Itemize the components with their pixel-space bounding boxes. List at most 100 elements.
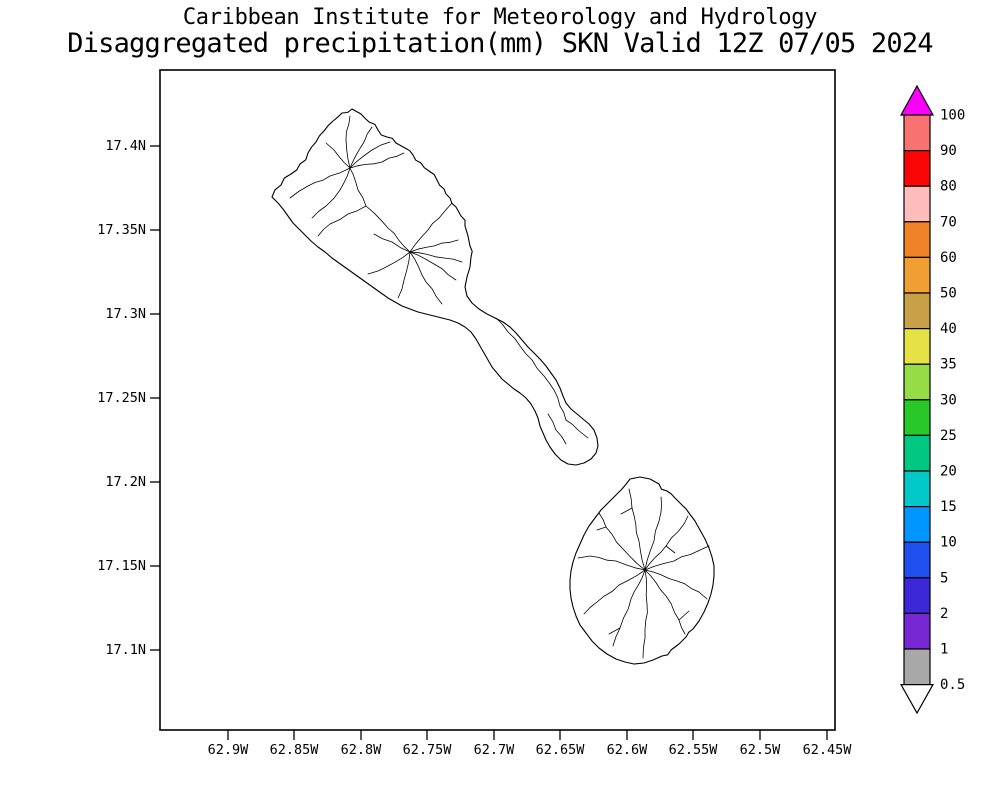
lat-label: 17.2N	[105, 474, 146, 490]
lon-label: 62.5W	[740, 742, 782, 758]
drainage-line	[409, 251, 463, 263]
drainage-line	[289, 167, 351, 199]
colorbar-label: 15	[940, 499, 957, 515]
lon-label: 62.8W	[341, 742, 383, 758]
drainage-line	[345, 115, 351, 169]
drainage-line	[349, 126, 373, 169]
drainage-line	[665, 545, 676, 554]
drainage-line	[644, 569, 686, 635]
colorbar-segment	[903, 434, 931, 472]
institute-title: Caribbean Institute for Meteorology and …	[182, 5, 818, 30]
drainage-line	[373, 233, 411, 253]
colorbar-label: 90	[940, 143, 957, 159]
islands	[271, 108, 715, 665]
drainage-line	[409, 251, 443, 305]
colorbar-segment	[903, 506, 931, 543]
lat-label: 17.25N	[97, 390, 146, 406]
colorbar-label: 2	[940, 606, 948, 622]
longitude-labels: 62.9W 62.85W 62.8W 62.75W 62.7W 62.65W 6…	[208, 742, 853, 758]
drainage-line	[642, 569, 648, 659]
drainage-line	[565, 419, 589, 439]
drainage-line	[678, 610, 690, 621]
colorbar-label: 60	[940, 250, 957, 266]
colorbar-label: 0.5	[940, 677, 965, 693]
lon-label: 62.55W	[669, 742, 719, 758]
lon-label: 62.85W	[270, 742, 320, 758]
bottom-axis-ticks	[227, 730, 828, 740]
nevis-coastline	[569, 476, 715, 665]
drainage-line	[644, 545, 710, 571]
colorbar-label: 50	[940, 286, 957, 302]
colorbar-label: 100	[940, 108, 965, 124]
nevis-drainage-lines	[577, 488, 710, 659]
colorbar-label: 25	[940, 428, 957, 444]
drainage-line	[349, 167, 367, 207]
drainage-line	[409, 202, 453, 253]
drainage-line	[367, 251, 411, 275]
drainage-line	[620, 507, 633, 515]
drainage-line	[397, 251, 411, 299]
colorbar-segment	[903, 292, 931, 330]
lon-label: 62.65W	[536, 742, 586, 758]
drainage-line	[349, 141, 391, 169]
lat-label: 17.15N	[97, 558, 146, 574]
drainage-line	[553, 389, 567, 421]
latitude-labels: 17.4N 17.35N 17.3N 17.25N 17.2N 17.15N 1…	[97, 138, 146, 658]
drainage-line	[608, 627, 621, 635]
drainage-line	[596, 526, 607, 531]
colorbar-label: 80	[940, 179, 957, 195]
colorbar-overflow-arrow	[899, 84, 935, 116]
colorbar-label: 70	[940, 214, 957, 230]
product-title: Disaggregated precipitation(mm) SKN Vali…	[67, 28, 933, 59]
lon-label: 62.7W	[474, 742, 516, 758]
lon-label: 62.9W	[208, 742, 250, 758]
lat-label: 17.3N	[105, 306, 146, 322]
colorbar-segment	[903, 399, 931, 436]
colorbar-segment	[903, 470, 931, 508]
colorbar-segment	[903, 328, 931, 365]
colorbar-underflow-arrow	[899, 683, 935, 715]
drainage-line	[644, 496, 662, 571]
drainage-line	[311, 167, 351, 219]
colorbar-label: 5	[940, 570, 948, 586]
drainage-line	[598, 512, 646, 571]
drainage-line	[317, 205, 367, 237]
lat-label: 17.4N	[105, 138, 146, 154]
lon-label: 62.45W	[803, 742, 853, 758]
colorbar-label: 1	[940, 642, 948, 658]
colorbar-segment	[903, 577, 931, 614]
drainage-line	[644, 569, 708, 600]
colorbar-segment	[903, 114, 931, 152]
colorbar-segment	[903, 185, 931, 223]
colorbar-label: 20	[940, 464, 957, 480]
lat-label: 17.35N	[97, 222, 146, 238]
colorbar-segment	[903, 363, 931, 401]
drainage-line	[612, 569, 646, 647]
drainage-line	[628, 488, 646, 571]
lon-label: 62.6W	[607, 742, 649, 758]
lat-label: 17.1N	[105, 642, 146, 658]
colorbar-segment	[903, 221, 931, 259]
drainage-line	[495, 317, 555, 391]
drainage-line	[547, 413, 567, 445]
drainage-line	[409, 251, 457, 281]
drainage-line	[365, 205, 411, 253]
colorbar-label: 10	[940, 535, 957, 551]
drainage-line	[583, 569, 646, 615]
colorbar: 100 90 80 70 60 50 40 35 30 25 20 15 10 …	[899, 84, 965, 715]
colorbar-segment	[903, 612, 931, 650]
left-axis-ticks	[150, 145, 160, 651]
drainage-line	[409, 239, 459, 253]
st-kitts-drainage-lines	[289, 115, 589, 445]
colorbar-segment	[903, 541, 931, 579]
colorbar-label: 35	[940, 357, 957, 373]
drainage-line	[577, 555, 646, 571]
colorbar-label: 30	[940, 392, 957, 408]
lon-label: 62.75W	[403, 742, 453, 758]
colorbar-segment	[903, 648, 931, 686]
plot-frame	[159, 69, 836, 731]
colorbar-label: 40	[940, 321, 957, 337]
drainage-line	[349, 152, 405, 169]
